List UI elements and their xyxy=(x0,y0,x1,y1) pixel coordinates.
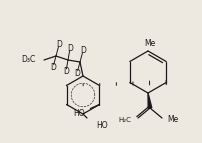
Polygon shape xyxy=(148,93,152,108)
Text: HO: HO xyxy=(96,121,108,130)
Text: D: D xyxy=(56,40,62,49)
Text: HO: HO xyxy=(73,109,84,118)
Text: D: D xyxy=(50,63,56,72)
Text: D: D xyxy=(63,67,69,76)
Text: Me: Me xyxy=(167,116,178,125)
Text: Me: Me xyxy=(144,39,156,48)
Text: H₂C: H₂C xyxy=(118,117,131,123)
Text: D: D xyxy=(74,69,80,78)
Text: D₃C: D₃C xyxy=(22,55,36,64)
Text: D: D xyxy=(80,46,86,55)
Text: D: D xyxy=(67,44,73,53)
